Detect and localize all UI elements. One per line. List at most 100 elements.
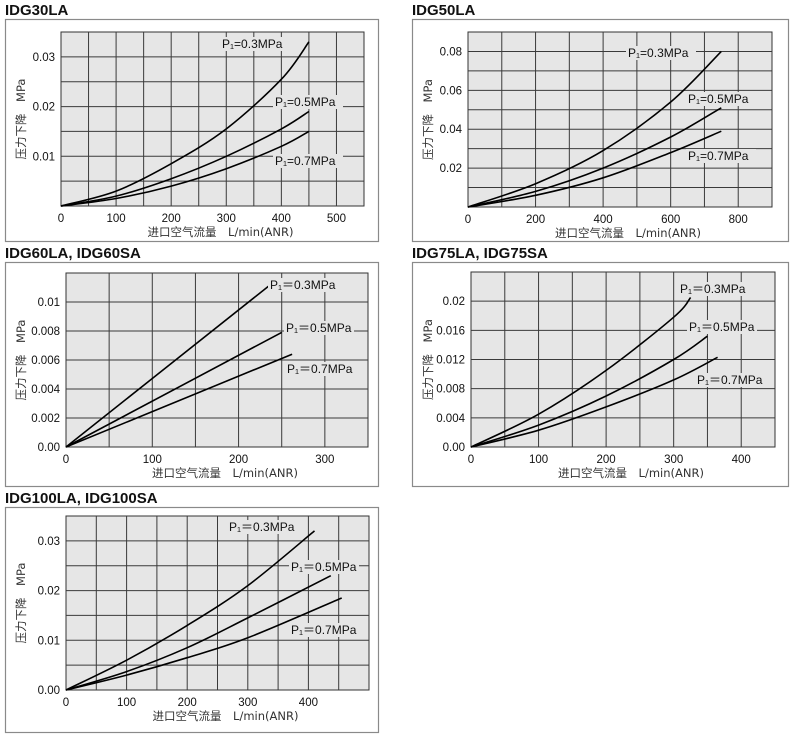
y-tick-label: 0.03 — [38, 536, 60, 548]
series-line-0 — [65, 530, 316, 691]
series-label: P₁＝0.7MPa — [291, 623, 357, 637]
x-tick-label: 0 — [63, 454, 69, 466]
series-line-1 — [60, 110, 310, 207]
chart-0: IDG30LA 0 100 200 300 400 500 0.01 0.02 0.03 进口空气流… — [4, 2, 380, 243]
y-tick-label: 0.00 — [38, 442, 60, 454]
y-tick-label: 0.01 — [38, 297, 60, 309]
x-tick-label: 400 — [272, 213, 291, 225]
y-axis-label: 压力下降 MPa — [421, 79, 435, 160]
x-tick-label: 100 — [106, 213, 125, 225]
series-label-bg — [289, 560, 359, 574]
series-label-bg — [686, 92, 756, 106]
x-tick-label: 300 — [315, 454, 334, 466]
series-label-bg — [695, 373, 765, 387]
plot-area — [60, 31, 365, 207]
y-axis-label: 压力下降 MPa — [421, 319, 435, 400]
series-label: P₁＝0.5MPa — [291, 560, 357, 574]
chart-2: IDG60LA, IDG60SA 0 100 200 300 0.00 0.002 0.004… — [4, 245, 380, 488]
series-label: P₁＝0.7MPa — [287, 362, 353, 376]
series-label-bg — [285, 362, 355, 376]
series-label-bg — [687, 320, 757, 334]
y-tick-label: 0.016 — [436, 325, 465, 337]
x-tick-label: 0 — [58, 213, 64, 225]
series-label: P₁=0.5MPa — [275, 95, 336, 109]
y-tick-label: 0.00 — [38, 685, 60, 697]
series-label-bg — [273, 154, 343, 168]
x-tick-label: 0 — [468, 454, 474, 466]
y-tick-label: 0.004 — [436, 413, 465, 425]
series-label-bg — [227, 520, 297, 534]
series-line-0 — [65, 285, 270, 448]
plot-area — [467, 31, 773, 208]
series-line-0 — [60, 41, 310, 207]
x-tick-label: 600 — [661, 214, 680, 226]
series-label: P₁=0.3MPa — [628, 46, 689, 60]
x-tick-label: 100 — [529, 454, 548, 466]
x-tick-label: 400 — [299, 697, 318, 709]
series-label: P₁=0.7MPa — [275, 154, 336, 168]
y-tick-label: 0.02 — [440, 163, 462, 175]
x-tick-label: 100 — [143, 454, 162, 466]
y-tick-label: 0.00 — [443, 442, 465, 454]
series-label: P₁＝0.5MPa — [689, 320, 755, 334]
series-line-1 — [65, 574, 332, 691]
y-tick-label: 0.002 — [31, 413, 60, 425]
chart-title: IDG100LA, IDG100SA — [5, 490, 158, 507]
x-tick-label: 400 — [594, 214, 613, 226]
series-label: P₁＝0.3MPa — [229, 520, 295, 534]
series-label-bg — [268, 278, 338, 292]
series-line-1 — [467, 107, 722, 208]
x-tick-label: 200 — [526, 214, 545, 226]
y-tick-label: 0.04 — [440, 124, 463, 136]
x-axis-label: 进口空气流量 L/min(ANR) — [148, 225, 294, 239]
y-tick-label: 0.01 — [33, 151, 55, 163]
x-tick-label: 200 — [229, 454, 248, 466]
series-label-bg — [284, 321, 354, 335]
series-label-bg — [289, 623, 359, 637]
x-axis-label: 进口空气流量 L/min(ANR) — [558, 466, 704, 480]
series-label-bg — [686, 149, 756, 163]
series-label-bg — [273, 95, 343, 109]
x-tick-label: 300 — [238, 697, 257, 709]
x-tick-label: 500 — [327, 213, 346, 225]
chart-title: IDG75LA, IDG75SA — [412, 245, 548, 262]
y-tick-label: 0.06 — [440, 85, 462, 97]
series-label-bg — [626, 46, 696, 60]
y-tick-label: 0.01 — [38, 635, 60, 647]
x-tick-label: 100 — [117, 697, 136, 709]
x-tick-label: 400 — [732, 454, 751, 466]
chart-title: IDG60LA, IDG60SA — [5, 245, 141, 262]
y-tick-label: 0.08 — [440, 46, 462, 58]
y-tick-label: 0.02 — [33, 102, 55, 114]
series-line-2 — [65, 597, 343, 691]
y-axis-label: 压力下降 MPa — [14, 79, 28, 160]
series-line-1 — [65, 331, 283, 448]
series-label: P₁＝0.3MPa — [680, 282, 746, 296]
x-tick-label: 300 — [217, 213, 236, 225]
y-axis-label: 压力下降 MPa — [14, 320, 28, 401]
y-tick-label: 0.02 — [38, 586, 60, 598]
series-label: P₁=0.7MPa — [688, 149, 749, 163]
y-axis-label: 压力下降 MPa — [14, 563, 28, 644]
x-tick-label: 0 — [63, 697, 69, 709]
series-line-2 — [60, 130, 310, 207]
series-line-2 — [65, 353, 293, 448]
y-tick-label: 0.03 — [33, 52, 55, 64]
x-axis-label: 进口空气流量 L/min(ANR) — [153, 709, 299, 723]
chart-title: IDG30LA — [5, 2, 69, 19]
x-axis-label: 进口空气流量 L/min(ANR) — [152, 466, 298, 480]
series-label: P₁＝0.5MPa — [286, 321, 352, 335]
series-label-bg — [220, 37, 290, 51]
series-line-0 — [467, 50, 722, 208]
series-line-2 — [470, 356, 718, 448]
series-line-0 — [470, 296, 692, 448]
y-tick-label: 0.008 — [31, 326, 60, 338]
chart-4: IDG100LA, IDG100SA 0 100 200 300 400 0.00 0.01 0… — [4, 490, 380, 734]
x-tick-label: 200 — [597, 454, 616, 466]
series-label: P₁=0.3MPa — [222, 37, 283, 51]
chart-title: IDG50LA — [412, 2, 476, 19]
x-tick-label: 800 — [729, 214, 748, 226]
series-label: P₁＝0.7MPa — [697, 373, 763, 387]
y-tick-label: 0.006 — [31, 355, 60, 367]
chart-3: IDG75LA, IDG75SA 0 100 200 300 400 0.00 0.004 0.… — [411, 245, 790, 488]
